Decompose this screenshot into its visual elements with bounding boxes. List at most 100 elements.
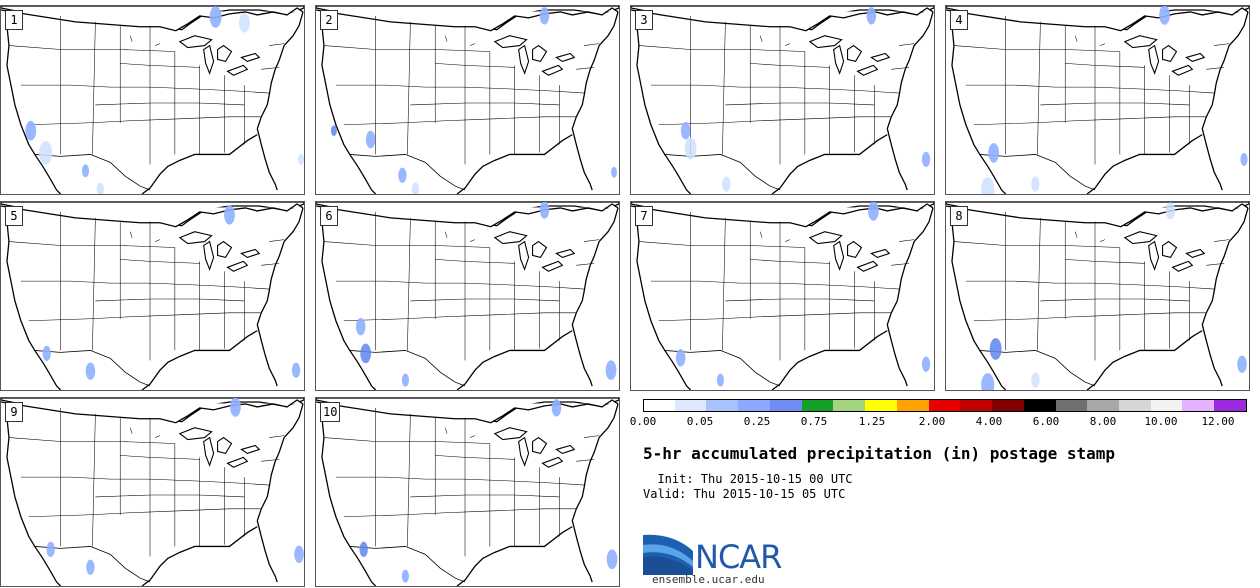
- ncar-logo-icon: [643, 534, 693, 575]
- colorbar-labels: 0.00 0.05 0.25 0.75 1.25 2.00 4.00 6.00 8.00 10.0…: [630, 415, 1247, 429]
- colorbar-swatch: [833, 400, 866, 411]
- valid-time: Valid: Thu 2015-10-15 05 UTC: [643, 487, 846, 501]
- us-map: [316, 202, 619, 390]
- colorbar-swatch: [960, 400, 993, 411]
- colorbar-swatch: [644, 400, 675, 411]
- precip-area: [209, 6, 222, 28]
- map-panel-9: 9: [0, 397, 305, 587]
- precip-area: [365, 130, 376, 149]
- map-panel-10: 10: [315, 397, 620, 587]
- map-panel-5: 5: [0, 201, 305, 391]
- colorbar-swatch: [1150, 400, 1183, 411]
- precip-area: [680, 121, 691, 140]
- precip-area: [401, 569, 409, 583]
- colorbar-tick-label: 4.00: [975, 415, 1003, 428]
- map-panel-4: 4: [945, 5, 1250, 195]
- colorbar-tick-label: 0.25: [743, 415, 771, 428]
- colorbar-swatch: [992, 400, 1024, 411]
- panel-number: 2: [320, 10, 338, 30]
- logo-text: NCAR: [695, 538, 782, 576]
- colorbar-swatch: [674, 400, 707, 411]
- precip-area: [1159, 6, 1170, 25]
- precip-area: [611, 166, 618, 178]
- colorbar-tick-label: 0.05: [686, 415, 714, 428]
- us-map: [631, 6, 934, 194]
- precip-area: [298, 153, 304, 165]
- precip-area: [25, 120, 37, 141]
- colorbar-swatch: [769, 400, 802, 411]
- us-map: [316, 398, 619, 586]
- precip-area: [716, 373, 724, 387]
- precip-area: [684, 137, 697, 160]
- precip-area: [46, 541, 55, 558]
- precip-area: [921, 356, 931, 372]
- colorbar-swatch: [738, 400, 770, 411]
- colorbar-tick-label: 12.00: [1201, 415, 1235, 428]
- us-map: [946, 202, 1249, 390]
- precip-area: [921, 151, 931, 167]
- precip-area: [330, 125, 337, 137]
- precip-area: [675, 349, 686, 367]
- panel-number: 10: [320, 402, 341, 422]
- precip-area: [1031, 176, 1040, 192]
- precip-area: [230, 398, 241, 417]
- precip-area: [359, 541, 368, 558]
- colorbar-swatch: [706, 400, 739, 411]
- colorbar-swatch: [801, 400, 834, 411]
- us-map: [1, 6, 304, 194]
- colorbar-swatch: [1087, 400, 1120, 411]
- precip-area: [981, 373, 995, 390]
- colorbar-swatch: [865, 400, 897, 411]
- us-map: [631, 202, 934, 390]
- precip-area: [1031, 372, 1040, 388]
- colorbar-tick-label: 10.00: [1144, 415, 1178, 428]
- panel-number: 4: [950, 10, 968, 30]
- precip-area: [86, 559, 95, 575]
- map-panel-1: 1: [0, 5, 305, 195]
- precip-area: [606, 549, 618, 570]
- panel-number: 1: [5, 10, 23, 30]
- precip-area: [291, 362, 301, 378]
- precip-area: [539, 7, 550, 25]
- panel-number: 6: [320, 206, 338, 226]
- map-panel-6: 6: [315, 201, 620, 391]
- panel-number: 8: [950, 206, 968, 226]
- precip-area: [722, 176, 731, 192]
- precip-area: [398, 167, 407, 183]
- precip-area: [866, 7, 877, 25]
- precip-area: [1165, 202, 1176, 220]
- precip-area: [81, 164, 90, 178]
- precip-area: [42, 345, 51, 362]
- precip-area: [360, 343, 372, 364]
- precip-area: [355, 317, 366, 336]
- colorbar-swatch: [1214, 400, 1246, 411]
- precip-area: [989, 338, 1002, 360]
- precip-area: [981, 177, 995, 194]
- precip-area: [868, 202, 879, 221]
- colorbar-swatch: [896, 400, 929, 411]
- colorbar-tick-label: 8.00: [1089, 415, 1117, 428]
- panel-number: 3: [635, 10, 653, 30]
- precip-area: [988, 143, 1000, 163]
- colorbar-tick-label: 6.00: [1032, 415, 1060, 428]
- us-map: [1, 398, 304, 586]
- colorbar-swatch: [1182, 400, 1215, 411]
- colorbar-tick-label: 2.00: [918, 415, 946, 428]
- init-time: Init: Thu 2015-10-15 00 UTC: [643, 472, 853, 486]
- panel-number: 7: [635, 206, 653, 226]
- panel-number: 5: [5, 206, 23, 226]
- precip-area: [411, 182, 419, 194]
- precip-area: [401, 373, 409, 387]
- precip-area: [551, 399, 562, 417]
- precip-area: [605, 360, 617, 381]
- colorbar-swatch: [1055, 400, 1088, 411]
- precip-area: [239, 13, 250, 33]
- precip-area: [539, 202, 550, 219]
- us-map: [1, 202, 304, 390]
- colorbar-swatch: [1023, 400, 1056, 411]
- map-panel-7: 7: [630, 201, 935, 391]
- colorbar-tick-label: 0.75: [800, 415, 828, 428]
- precip-area: [224, 205, 235, 225]
- us-map: [946, 6, 1249, 194]
- map-panel-3: 3: [630, 5, 935, 195]
